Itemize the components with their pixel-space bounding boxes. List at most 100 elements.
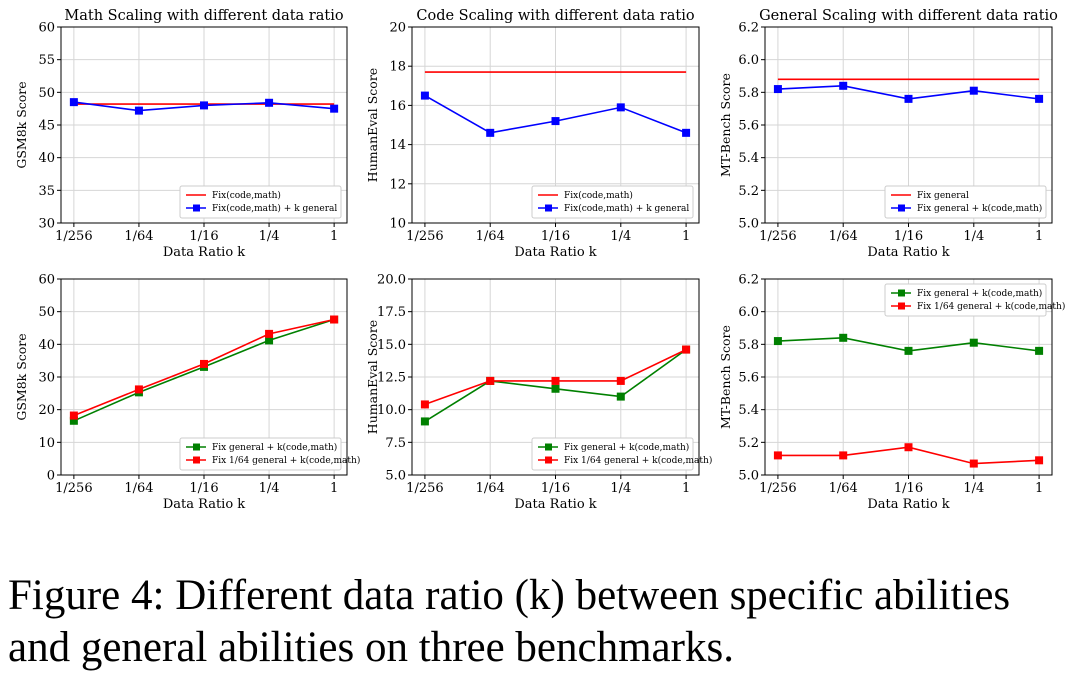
y-tick-label: 10	[38, 436, 55, 451]
chart-panel-6: 5.0 5.2 5.4 5.6 5.8 6.0 6.2 1/256 1/64 1/16 1/4 1 Da…	[718, 273, 1065, 513]
y-tick-label: 6.0	[738, 53, 759, 68]
y-axis-label: MT-Bench Score	[718, 325, 733, 429]
data-point	[839, 81, 848, 90]
x-tick-label: 1	[682, 229, 690, 244]
chart-panel-5: 5.0 7.5 10.0 12.5 15.0 17.5 20.0 1/256 1/64 1/16 1…	[365, 273, 712, 513]
data-point	[265, 98, 274, 107]
data-point	[69, 411, 78, 420]
legend-marker	[898, 289, 905, 297]
legend: Fix general + k(code,math) Fix 1/64 gener…	[179, 437, 360, 471]
y-tick-label: 60	[38, 21, 55, 36]
legend: Fix(code,math) Fix(code,math) + k general	[179, 185, 342, 219]
y-tick-label: 6.0	[738, 305, 759, 320]
y-tick-label: 20	[38, 403, 55, 418]
chart-title: Math Scaling with different data ratio	[64, 8, 343, 24]
legend-label: Fix 1/64 general + k(code,math)	[212, 455, 360, 466]
data-point	[773, 451, 782, 460]
x-tick-label: 1/4	[963, 229, 984, 244]
y-tick-label: 0	[47, 469, 55, 484]
data-point	[486, 128, 495, 137]
legend-label: Fix 1/64 general + k(code,math)	[564, 455, 712, 466]
x-tick-label: 1/64	[829, 481, 858, 496]
y-axis-label: MT-Bench Score	[718, 73, 733, 177]
y-tick-label: 5.2	[738, 436, 759, 451]
chart-panel-4: 0 10 20 30 40 50 60 1/256 1/64 1/16 1/4 1 Data Ratio…	[14, 273, 360, 513]
legend-marker	[545, 456, 552, 464]
legend-label: Fix general + k(code,math)	[917, 203, 1042, 214]
legend-marker	[545, 443, 552, 451]
y-tick-label: 30	[38, 217, 55, 232]
y-tick-label: 20	[389, 21, 406, 36]
data-point	[773, 85, 782, 94]
legend-label: Fix(code,math)	[564, 190, 633, 201]
data-point	[839, 451, 848, 460]
y-tick-label: 12.5	[377, 371, 406, 386]
x-axis-label: Data Ratio k	[867, 245, 949, 260]
x-tick-label: 1/256	[406, 481, 443, 496]
y-tick-label: 50	[38, 305, 55, 320]
legend-label: Fix general + k(code,math)	[212, 442, 337, 453]
x-tick-label: 1/16	[894, 229, 923, 244]
data-point	[682, 345, 691, 354]
data-point	[551, 117, 560, 126]
x-tick-label: 1/16	[541, 229, 570, 244]
plot-frame	[764, 278, 1053, 476]
chart-title: Code Scaling with different data ratio	[416, 8, 694, 24]
legend-marker	[545, 204, 552, 212]
x-tick-label: 1	[330, 481, 338, 496]
data-point	[969, 86, 978, 95]
y-tick-label: 14	[389, 138, 406, 153]
x-axis-label: Data Ratio k	[867, 497, 949, 512]
data-point	[551, 384, 560, 393]
data-point	[839, 333, 848, 342]
legend-label: Fix(code,math)	[212, 190, 281, 201]
data-point	[486, 376, 495, 385]
y-tick-label: 5.4	[738, 403, 759, 418]
legend-label: Fix(code,math) + k general	[564, 203, 689, 214]
x-tick-label: 1/256	[55, 481, 92, 496]
x-tick-label: 1/256	[55, 229, 92, 244]
legend-label: Fix general + k(code,math)	[564, 442, 689, 453]
y-tick-label: 16	[389, 99, 406, 114]
legend: Fix general + k(code,math) Fix 1/64 gener…	[884, 283, 1065, 317]
chart-panel-3: 5.0 5.2 5.4 5.6 5.8 6.0 6.2 1/256 1/64 1/16 1/4 1 Da…	[718, 8, 1058, 260]
chart-title: General Scaling with different data rati…	[759, 8, 1058, 24]
y-tick-label: 60	[38, 273, 55, 288]
y-tick-label: 5.4	[738, 151, 759, 166]
y-tick-label: 18	[389, 60, 406, 75]
x-tick-label: 1/64	[124, 481, 153, 496]
plot-frame	[60, 278, 348, 476]
data-point	[1035, 94, 1044, 103]
y-tick-label: 45	[38, 119, 55, 134]
data-point	[904, 346, 913, 355]
x-axis-label: Data Ratio k	[514, 497, 596, 512]
x-tick-label: 1/64	[124, 229, 153, 244]
x-tick-label: 1	[1035, 481, 1043, 496]
y-tick-label: 5.0	[738, 217, 759, 232]
y-tick-label: 40	[38, 338, 55, 353]
y-tick-label: 6.2	[738, 273, 759, 288]
legend-marker	[898, 204, 905, 212]
y-tick-label: 17.5	[377, 305, 406, 320]
x-tick-label: 1/256	[406, 229, 443, 244]
x-tick-label: 1/16	[541, 481, 570, 496]
y-tick-label: 55	[38, 53, 55, 68]
data-point	[265, 336, 274, 345]
data-point	[420, 400, 429, 409]
data-point	[1035, 346, 1044, 355]
y-tick-label: 40	[38, 151, 55, 166]
x-tick-label: 1/4	[610, 481, 631, 496]
y-tick-label: 5.2	[738, 184, 759, 199]
data-point	[904, 443, 913, 452]
y-tick-label: 12	[389, 177, 406, 192]
y-tick-label: 5.6	[738, 371, 759, 386]
x-tick-label: 1	[1035, 229, 1043, 244]
data-point	[616, 376, 625, 385]
data-point	[616, 392, 625, 401]
legend-label: Fix general + k(code,math)	[917, 288, 1042, 299]
legend-marker	[193, 456, 200, 464]
y-axis-label: GSM8k Score	[14, 81, 29, 168]
data-point	[134, 106, 143, 115]
y-tick-label: 10	[389, 217, 406, 232]
plot-frame	[411, 26, 700, 224]
